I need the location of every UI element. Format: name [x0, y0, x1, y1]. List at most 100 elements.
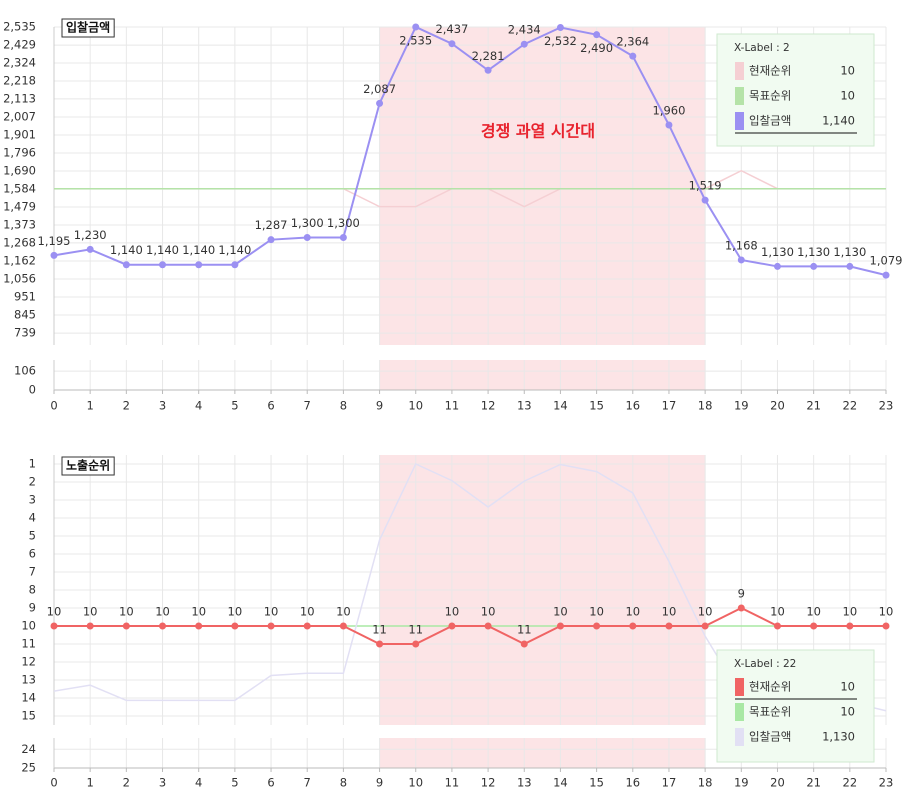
data-point — [86, 622, 94, 630]
y-tick-label: 2,007 — [3, 109, 36, 123]
x-tick-label: 3 — [159, 776, 166, 790]
x-tick-label: 3 — [159, 399, 166, 413]
x-tick-label: 15 — [589, 399, 604, 413]
data-label: 10 — [191, 605, 206, 619]
x-tick-label: 19 — [734, 776, 749, 790]
y-tick-label: 2 — [29, 475, 36, 489]
y-tick-label: 1,690 — [3, 164, 36, 178]
data-label: 1,230 — [74, 228, 107, 242]
data-point — [448, 40, 456, 48]
chart-title: 노출순위 — [66, 458, 110, 473]
x-tick-label: 13 — [517, 776, 532, 790]
data-label: 2,434 — [508, 23, 541, 37]
data-label: 10 — [300, 605, 315, 619]
data-label: 1,140 — [182, 243, 215, 257]
tooltip-title: X-Label : 2 — [734, 42, 790, 54]
y-tick-label: 5 — [29, 529, 36, 543]
x-tick-label: 16 — [625, 776, 640, 790]
data-label: 1,130 — [833, 245, 866, 259]
x-tick-label: 4 — [195, 776, 202, 790]
highlight-band-lower — [379, 360, 706, 390]
legend-swatch — [735, 678, 744, 696]
x-tick-label: 2 — [123, 776, 130, 790]
x-tick-label: 13 — [517, 399, 532, 413]
x-tick-label: 9 — [376, 399, 383, 413]
x-tick-label: 18 — [698, 399, 713, 413]
data-point — [339, 233, 347, 241]
series-line — [53, 25, 887, 277]
chart-title: 입찰금액 — [66, 20, 110, 35]
series-line — [54, 606, 886, 646]
x-tick-label: 23 — [879, 399, 894, 413]
y-tick-label: 1 — [29, 457, 36, 471]
x-tick-label: 5 — [231, 776, 238, 790]
data-label: 2,490 — [580, 41, 613, 55]
data-point — [773, 262, 781, 270]
data-point — [665, 622, 673, 630]
x-tick-label: 20 — [770, 776, 785, 790]
y-tick-label: 3 — [29, 493, 36, 507]
data-label: 11 — [372, 623, 387, 637]
data-point — [376, 99, 384, 107]
x-tick-label: 8 — [340, 399, 347, 413]
x-tick-label: 5 — [231, 399, 238, 413]
legend-swatch — [735, 87, 744, 105]
y-tick-label: 951 — [14, 289, 36, 303]
y-tick-label: 4 — [29, 511, 36, 525]
data-point — [159, 261, 167, 269]
data-label: 1,140 — [146, 243, 179, 257]
data-label: 1,300 — [327, 216, 360, 230]
y-tick-label: 25 — [21, 761, 36, 775]
legend-label: 목표순위 — [749, 89, 791, 103]
data-point — [303, 233, 311, 241]
data-label: 1,140 — [218, 243, 251, 257]
data-point — [882, 271, 890, 279]
x-tick-label: 22 — [843, 399, 858, 413]
x-tick-label: 20 — [770, 399, 785, 413]
y-tick-label: 6 — [29, 547, 36, 561]
x-tick-label: 16 — [625, 399, 640, 413]
y-tick-label: 15 — [21, 709, 36, 723]
x-tick-label: 6 — [267, 776, 274, 790]
data-label: 1,130 — [761, 245, 794, 259]
data-label: 10 — [83, 605, 98, 619]
y-tick-label: 1,162 — [3, 253, 36, 267]
data-label: 10 — [589, 605, 604, 619]
y-tick-label: 2,429 — [3, 38, 36, 52]
data-point — [412, 640, 420, 648]
highlight-band — [379, 27, 706, 345]
data-label: 2,281 — [472, 49, 505, 63]
data-point — [448, 622, 456, 630]
legend-swatch — [735, 728, 744, 746]
tooltip-value: 10 — [840, 705, 855, 719]
data-point — [339, 622, 347, 630]
y-tick-label: 1,479 — [3, 199, 36, 213]
legend-swatch — [735, 62, 744, 80]
data-point — [737, 256, 745, 264]
annotation: 경쟁 과열 시간대 — [481, 122, 595, 141]
data-label: 10 — [843, 605, 858, 619]
x-tick-label: 15 — [589, 776, 604, 790]
tooltip-value: 1,130 — [822, 730, 855, 744]
data-label: 10 — [228, 605, 243, 619]
data-label: 1,287 — [255, 218, 288, 232]
data-label: 2,087 — [363, 82, 396, 96]
data-label: 11 — [408, 623, 423, 637]
y-tick-label: 739 — [14, 326, 36, 340]
data-point — [376, 640, 384, 648]
data-point — [195, 622, 203, 630]
data-label: 10 — [336, 605, 351, 619]
x-tick-label: 14 — [553, 399, 568, 413]
data-label: 2,364 — [616, 35, 649, 49]
data-point — [303, 622, 311, 630]
data-label: 10 — [698, 605, 713, 619]
data-label: 2,535 — [399, 34, 432, 48]
data-point — [231, 261, 239, 269]
tooltip-value: 10 — [840, 64, 855, 78]
y-tick-label: 0 — [29, 383, 36, 397]
data-label: 10 — [662, 605, 677, 619]
tooltip-title: X-Label : 22 — [734, 658, 796, 670]
data-point — [556, 622, 564, 630]
x-tick-label: 9 — [376, 776, 383, 790]
data-point — [122, 261, 130, 269]
